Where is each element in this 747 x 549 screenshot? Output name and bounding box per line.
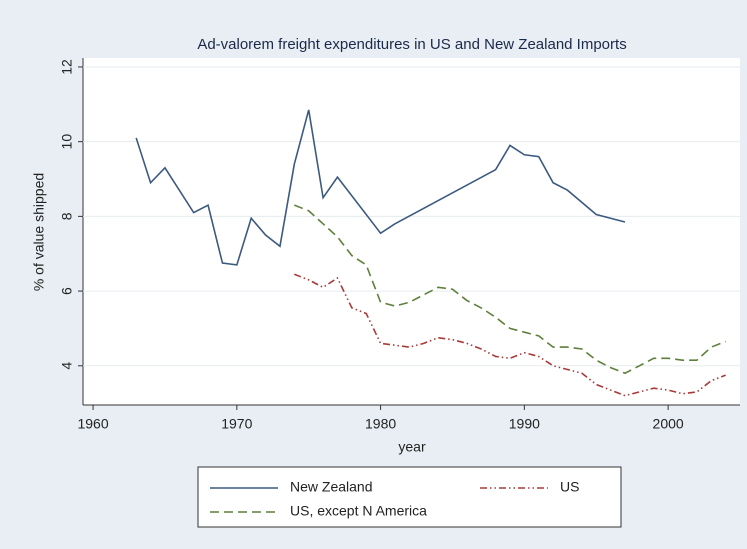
x-tick-label: 1980	[365, 416, 396, 432]
x-tick-label: 2000	[653, 416, 684, 432]
legend-label: US, except N America	[290, 503, 427, 519]
x-tick-label: 1960	[77, 416, 108, 432]
y-tick-label: 6	[59, 287, 75, 295]
y-tick-label: 4	[59, 362, 75, 370]
y-tick-label: 12	[59, 59, 75, 75]
x-tick-label: 1990	[509, 416, 540, 432]
series-line	[135, 109, 626, 266]
y-axis-title: % of value shipped	[31, 173, 47, 291]
x-axis-title: year	[398, 439, 426, 455]
legend	[197, 466, 622, 528]
chart-title: Ad-valorem freight expenditures in US an…	[197, 36, 626, 53]
legend-label: US	[560, 479, 579, 495]
x-tick-label: 1970	[221, 416, 252, 432]
series-line	[294, 273, 726, 397]
y-tick-label: 10	[59, 134, 75, 150]
y-tick-label: 8	[59, 212, 75, 220]
series-line	[294, 204, 726, 375]
plot-area	[83, 58, 740, 405]
legend-label: New Zealand	[290, 479, 373, 495]
